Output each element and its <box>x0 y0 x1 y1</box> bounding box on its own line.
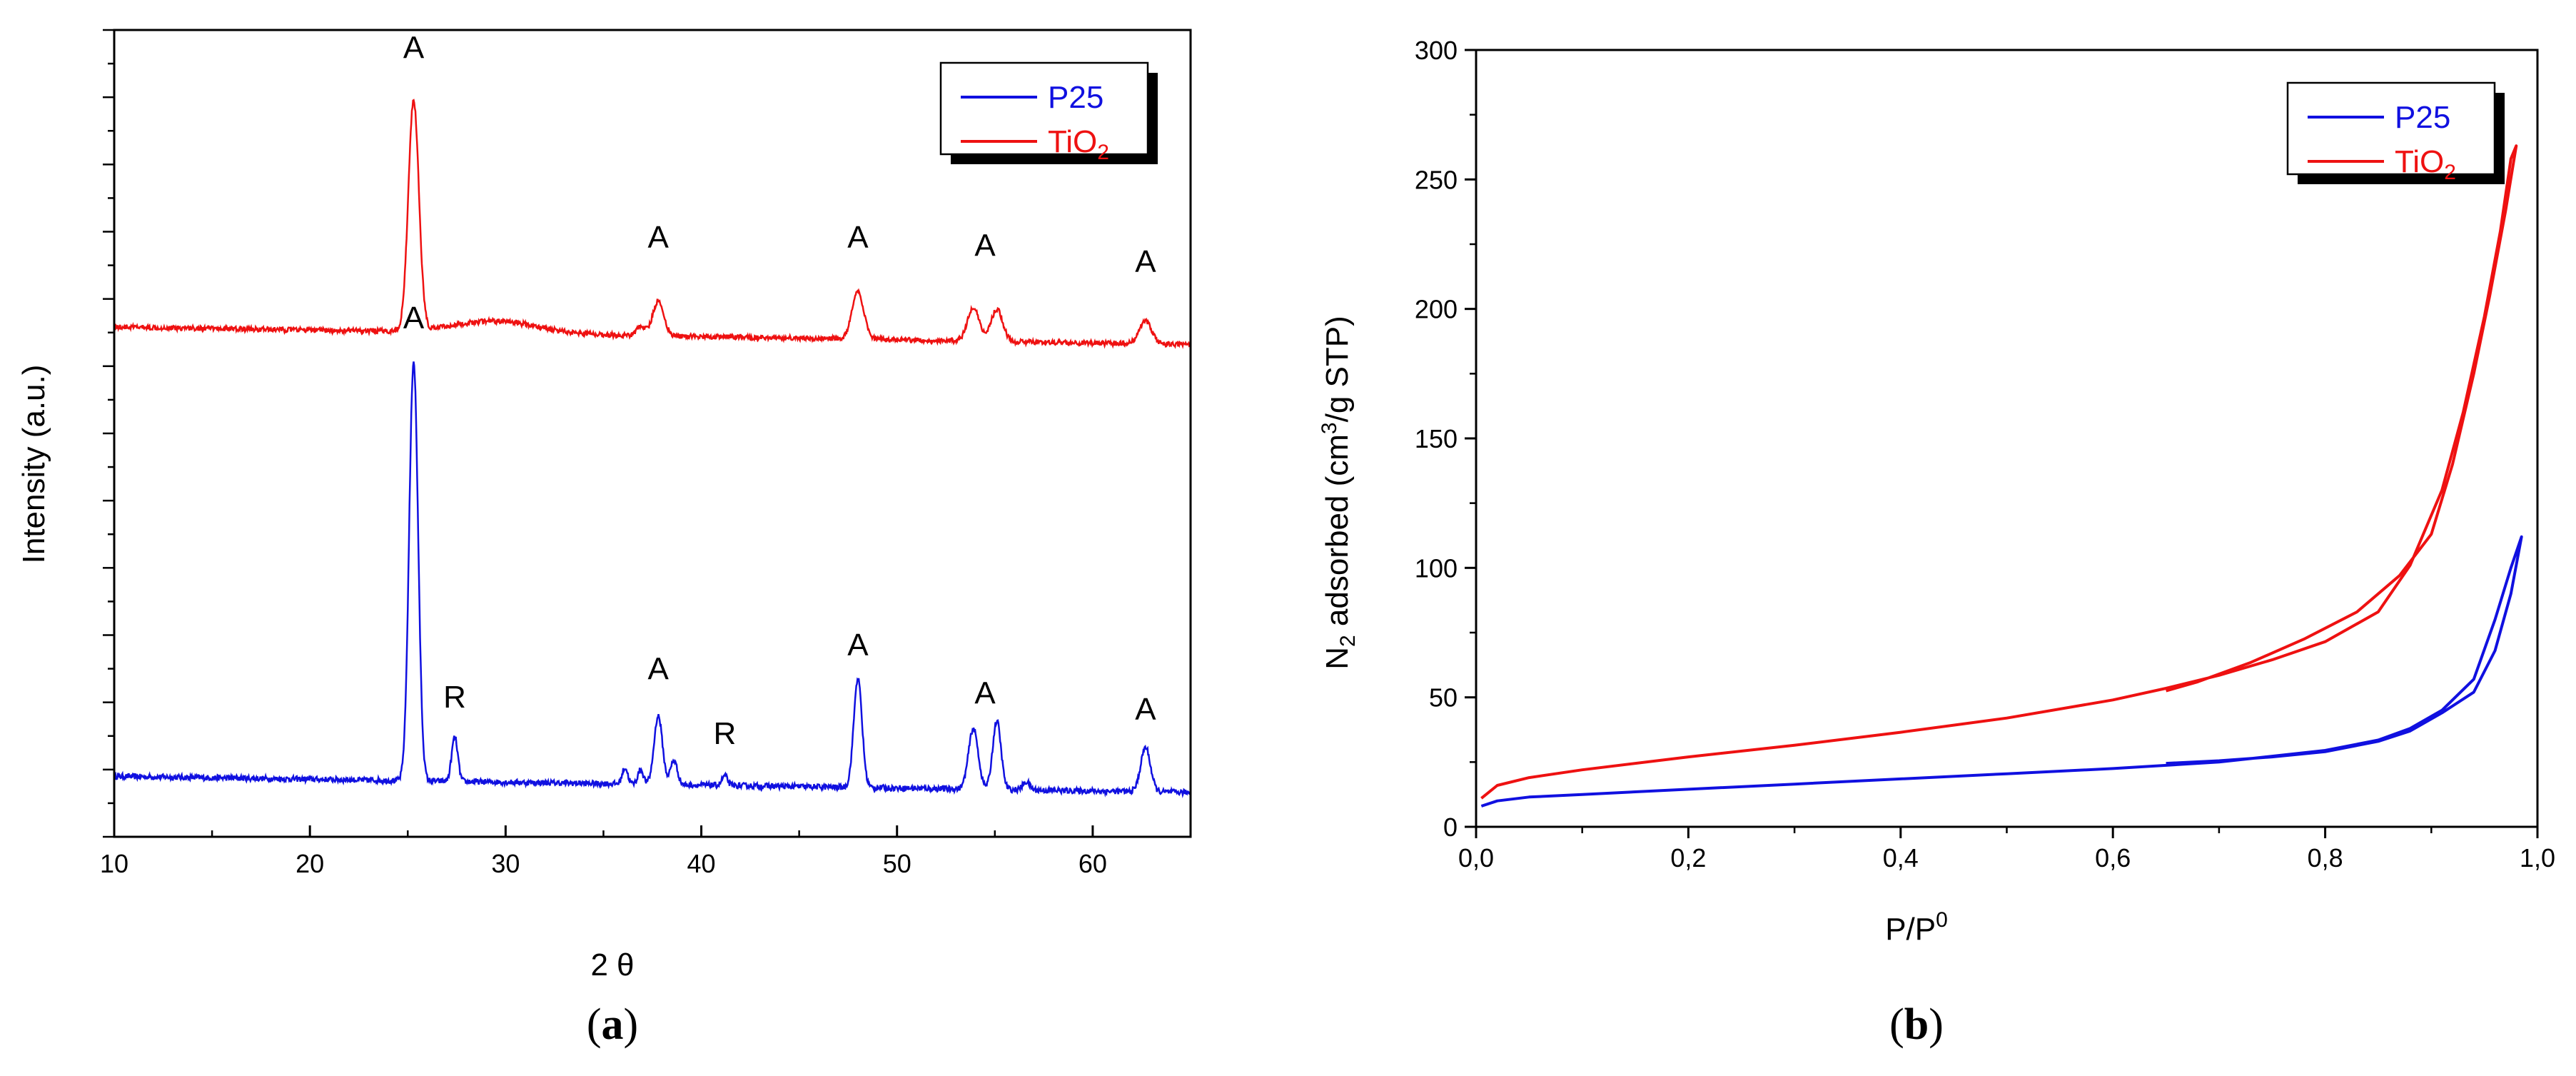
xrd-series-TiO2 <box>114 99 1191 350</box>
x-tick-label: 10 <box>100 849 128 878</box>
x-tick-label: 0,6 <box>2095 843 2131 873</box>
peak-label-A: A <box>1135 244 1156 279</box>
y-tick-label: 150 <box>1415 424 1458 453</box>
x-tick-label: 0,8 <box>2308 843 2343 873</box>
peak-label-A: A <box>648 220 670 255</box>
isotherm-panel: 0,0 0,2 0,4 0,6 0,8 1,0 0 50 100 150 200 250 300 P25… <box>1318 36 2555 1049</box>
caption-a: (a) <box>587 1000 638 1049</box>
y-tick-label: 50 <box>1429 683 1458 713</box>
isotherm-plot-area <box>1480 144 2523 808</box>
peak-label-R: R <box>714 716 737 751</box>
isotherm-legend: P25 TiO2 <box>2286 81 2505 184</box>
y-tick-label: 200 <box>1415 295 1458 324</box>
isotherm-x-axis-title: P/P0 <box>1885 908 1948 947</box>
legend-label-P25: P25 <box>2395 100 2450 135</box>
x-tick-label: 60 <box>1079 849 1107 878</box>
legend-label-TiO2: TiO2 <box>2395 144 2456 184</box>
x-tick-label: 0,0 <box>1458 843 1494 873</box>
xrd-plot-area <box>114 99 1191 798</box>
peak-label-A: A <box>974 676 996 711</box>
isotherm-y-axis-title: N2 adsorbed (cm3/g STP) <box>1318 316 1360 670</box>
xrd-panel: 10 20 30 40 50 60 A A A A A A R A R A A A P25 TiO2 Intens… <box>16 29 1192 1049</box>
isotherm-ticks: 0,0 0,2 0,4 0,6 0,8 1,0 0 50 100 150 200 250 300 <box>1415 36 2555 873</box>
legend-box <box>939 61 1149 156</box>
peak-label-A: A <box>974 228 996 263</box>
legend-box <box>2286 81 2496 176</box>
xrd-peak-labels: A A A A A A R A R A A A <box>403 31 1156 752</box>
y-tick-label: 250 <box>1415 165 1458 194</box>
x-tick-label: 50 <box>883 849 911 878</box>
peak-label-A: A <box>403 301 425 336</box>
peak-label-A: A <box>648 652 670 687</box>
caption-b: (b) <box>1889 1000 1944 1049</box>
peak-label-A: A <box>1135 692 1156 727</box>
x-tick-label: 0,4 <box>1883 843 1919 873</box>
xrd-y-axis-title: Intensity (a.u.) <box>16 365 51 564</box>
xrd-ticks: 10 20 30 40 50 60 <box>100 29 1107 878</box>
legend-label-P25: P25 <box>1048 80 1103 115</box>
isotherm-series-TiO2 <box>1480 144 2518 800</box>
peak-label-R: R <box>443 680 466 715</box>
x-tick-label: 0,2 <box>1670 843 1706 873</box>
x-tick-label: 20 <box>296 849 324 878</box>
y-tick-label: 300 <box>1415 36 1458 65</box>
isotherm-series-P25 <box>1480 535 2523 808</box>
peak-label-A: A <box>403 31 425 66</box>
peak-label-A: A <box>847 220 869 255</box>
xrd-series-P25 <box>114 361 1191 798</box>
peak-label-A: A <box>847 628 869 663</box>
y-tick-label: 0 <box>1443 813 1458 842</box>
y-tick-label: 100 <box>1415 553 1458 583</box>
legend-label-TiO2: TiO2 <box>1048 124 1109 164</box>
xrd-legend: P25 TiO2 <box>939 61 1158 164</box>
x-tick-label: 40 <box>687 849 716 878</box>
x-tick-label: 1,0 <box>2520 843 2555 873</box>
x-tick-label: 30 <box>491 849 520 878</box>
